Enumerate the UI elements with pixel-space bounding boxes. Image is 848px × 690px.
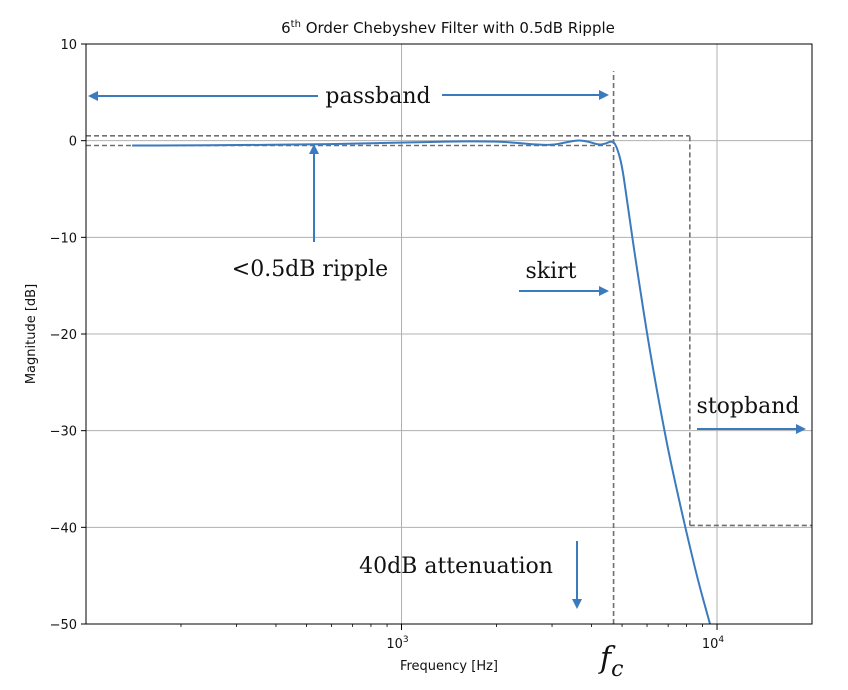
annotation-fc: fc — [598, 641, 623, 682]
tick-layer: 10 0 −10 −20 −30 −40 −50 103 104 — [50, 38, 725, 652]
chart-title: 6th Order Chebyshev Filter with 0.5dB Ri… — [281, 19, 615, 37]
chart-title-sup: th — [291, 19, 301, 30]
y-tick-label: 10 — [60, 38, 77, 53]
annotation-ripple: <0.5dB ripple — [232, 257, 388, 282]
y-tick-label: −30 — [50, 425, 77, 440]
guide-layer — [86, 71, 812, 624]
y-tick-label: 0 — [69, 135, 77, 150]
x-tick-label: 103 — [386, 635, 408, 652]
y-axis-label: Magnitude [dB] — [24, 284, 39, 384]
x-tick-label: 104 — [702, 635, 725, 652]
y-tick-label: −10 — [50, 231, 77, 246]
grid-layer — [86, 43, 812, 625]
annotation-stopband: stopband — [697, 394, 800, 419]
y-tick-label: −20 — [50, 328, 77, 343]
annotation-skirt: skirt — [525, 259, 576, 284]
series-layer — [132, 139, 711, 625]
series-line — [132, 139, 711, 625]
annotation-fc-sub: c — [611, 657, 623, 682]
chart-title-base: 6 — [281, 19, 291, 37]
annotation-attenuation: 40dB attenuation — [359, 554, 553, 579]
x-axis-label: Frequency [Hz] — [400, 659, 498, 674]
annotation-passband: passband — [325, 84, 430, 109]
y-tick-label: −50 — [50, 618, 77, 633]
chart-title-rest: Order Chebyshev Filter with 0.5dB Ripple — [301, 19, 615, 37]
y-tick-label: −40 — [50, 521, 77, 536]
